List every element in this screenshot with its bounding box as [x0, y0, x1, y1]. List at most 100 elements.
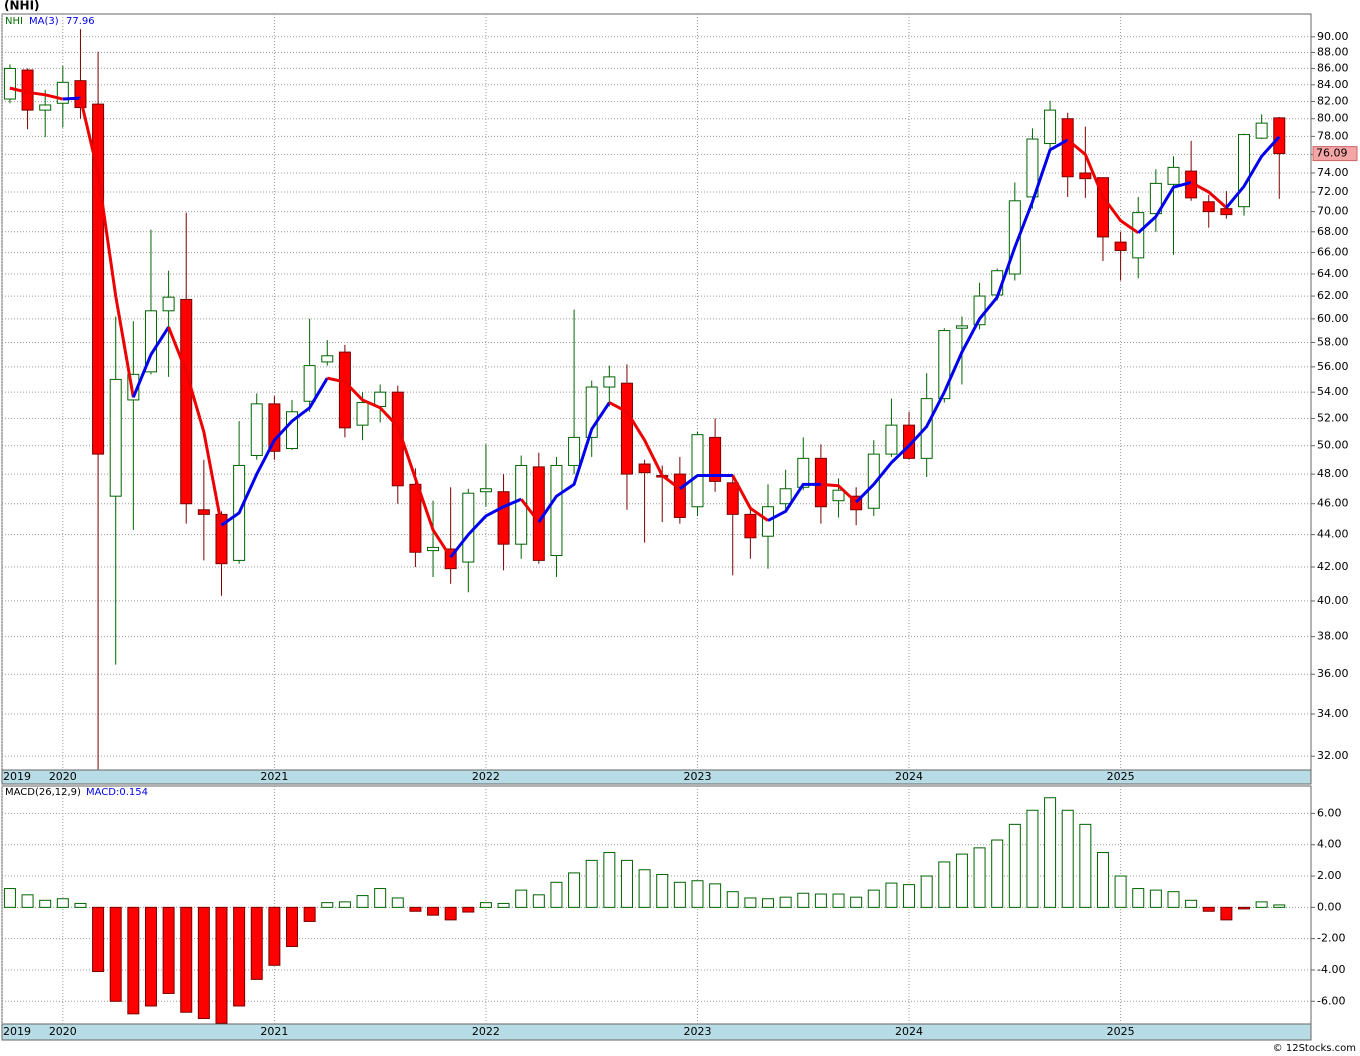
- ma-line: [131, 326, 170, 398]
- y-tick-label: 0.00: [1317, 900, 1342, 913]
- macd-bar: [973, 847, 986, 908]
- macd-bar: [585, 859, 598, 908]
- ma-line: [167, 326, 223, 526]
- ma-line: [220, 377, 329, 527]
- macd-bar: [338, 901, 351, 908]
- y-tick-label: 58.00: [1317, 335, 1349, 348]
- macd-bar: [779, 896, 792, 908]
- macd-bar: [1061, 809, 1074, 908]
- ma-line: [820, 482, 858, 504]
- macd-bar: [303, 906, 316, 922]
- macd-bar: [744, 897, 757, 908]
- y-tick-label: 46.00: [1317, 497, 1349, 510]
- y-tick-label: 86.00: [1317, 61, 1349, 74]
- candle-body: [1149, 182, 1162, 215]
- macd-bar: [180, 906, 193, 1013]
- macd-bar: [356, 895, 369, 908]
- x-tick-label: 2023: [683, 1025, 711, 1038]
- macd-bar: [1202, 906, 1215, 912]
- macd-bar: [215, 906, 228, 1024]
- ma-line: [678, 474, 733, 490]
- candle-body: [550, 464, 563, 556]
- candle-body: [1255, 122, 1268, 139]
- macd-bar: [1220, 906, 1233, 921]
- candle-body: [374, 391, 387, 407]
- candle-body: [797, 457, 810, 488]
- ma-line: [537, 401, 611, 523]
- candle-body: [250, 403, 263, 457]
- macd-bar: [1167, 891, 1180, 908]
- candle-body: [92, 103, 105, 455]
- candle-body: [762, 506, 775, 537]
- macd-bar: [109, 906, 122, 1002]
- candle-body: [180, 298, 193, 505]
- y-tick-label: 2.00: [1317, 869, 1342, 882]
- candle-body: [568, 436, 581, 466]
- x-tick-label: 2025: [1107, 1025, 1135, 1038]
- macd-bar: [726, 891, 739, 908]
- x-tick-label: 2023: [683, 770, 711, 783]
- candle-body: [39, 104, 52, 111]
- candle-body: [462, 492, 475, 563]
- candle-body: [144, 310, 157, 373]
- y-tick-label: 60.00: [1317, 312, 1349, 325]
- macd-bar: [1149, 889, 1162, 908]
- x-tick-label: 2020: [49, 770, 77, 783]
- x-tick-label: 2024: [895, 770, 923, 783]
- y-tick-label: 32.00: [1317, 749, 1349, 762]
- candle-body: [338, 351, 351, 429]
- macd-bar: [532, 894, 545, 908]
- macd-bar: [920, 875, 933, 908]
- y-tick-label: 52.00: [1317, 411, 1349, 424]
- candle-body: [215, 513, 228, 565]
- candle-body: [427, 546, 440, 552]
- macd-bar: [427, 906, 440, 916]
- macd-bar: [850, 896, 863, 908]
- candle-body: [497, 491, 510, 545]
- macd-bar: [1008, 823, 1021, 908]
- candle-body: [1202, 201, 1215, 213]
- macd-bar: [56, 898, 69, 908]
- candle-body: [850, 495, 863, 511]
- y-tick-label: 54.00: [1317, 385, 1349, 398]
- macd-bar: [638, 869, 651, 908]
- y-tick-label: 56.00: [1317, 360, 1349, 373]
- candle-body: [321, 355, 334, 363]
- ma-line: [62, 96, 81, 101]
- macd-bar: [1044, 797, 1057, 908]
- macd-bar: [1096, 852, 1109, 908]
- ma-line: [767, 482, 821, 522]
- legend-ma: MA(3): [29, 16, 59, 27]
- candle-body: [603, 376, 616, 388]
- y-tick-label: 80.00: [1317, 112, 1349, 125]
- macd-bar: [479, 902, 492, 908]
- ma-line: [855, 138, 1069, 504]
- candle-body: [303, 365, 316, 402]
- candle-body: [1096, 177, 1109, 238]
- legend-macd: MACD(26,12,9): [5, 787, 81, 798]
- candle-body: [938, 330, 951, 400]
- macd-bar: [444, 906, 457, 921]
- x-tick-label: 2021: [260, 1025, 288, 1038]
- macd-bar: [250, 906, 263, 980]
- macd-bar: [603, 852, 616, 908]
- macd-bar: [497, 902, 510, 908]
- footer: © 12Stocks.com: [1273, 1043, 1356, 1054]
- macd-bar: [127, 906, 140, 1015]
- macd-bar: [762, 898, 775, 908]
- candle-body: [3, 67, 16, 100]
- macd-bar: [903, 884, 916, 908]
- macd-bar: [1185, 899, 1198, 908]
- candle-body: [638, 463, 651, 474]
- macd-bar: [1026, 809, 1039, 908]
- candle-body: [709, 436, 722, 482]
- macd-bar: [885, 882, 898, 908]
- ma-line: [731, 474, 769, 522]
- macd-bar: [321, 902, 334, 908]
- macd-bar: [286, 906, 299, 947]
- macd-bar: [656, 873, 669, 908]
- candle-body: [74, 80, 87, 109]
- candle-body: [268, 403, 281, 452]
- macd-bar: [955, 853, 968, 908]
- ma-line: [449, 497, 522, 559]
